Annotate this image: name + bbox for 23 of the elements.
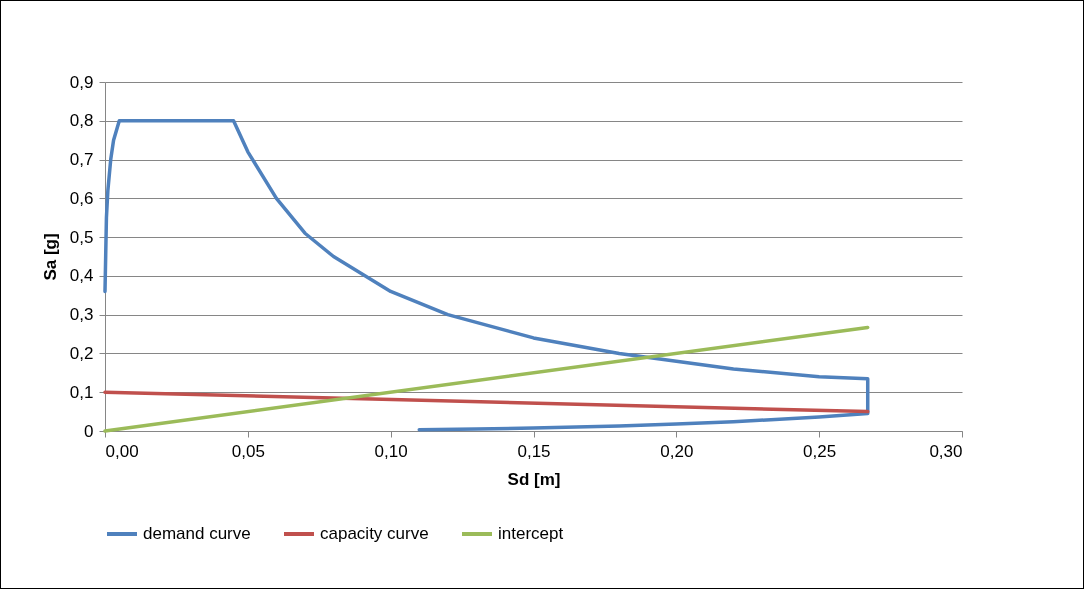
x-tick-label: 0,30 (929, 441, 963, 461)
x-tick-label: 0,05 (231, 441, 265, 461)
y-tick-label: 0,7 (69, 150, 94, 170)
y-tick-label: 0,3 (69, 305, 94, 325)
y-tick-label: 0,6 (69, 188, 94, 208)
y-tick-label: 0,1 (69, 382, 94, 402)
legend-label: intercept (498, 524, 564, 543)
x-axis-title: Sd [m] (507, 469, 561, 489)
y-tick-label: 0,5 (69, 227, 94, 247)
legend-label: demand curve (143, 524, 251, 543)
y-tick-label: 0,4 (69, 266, 94, 286)
y-tick-label: 0,9 (69, 72, 94, 92)
y-axis-title: Sa [g] (40, 233, 60, 281)
x-tick-label: 0,10 (374, 441, 408, 461)
x-tick-label: 0,15 (517, 441, 551, 461)
x-tick-label: 0,20 (660, 441, 694, 461)
line-series (103, 119, 870, 432)
x-tick-label: 0,00 (105, 441, 139, 461)
y-tick-label: 0,2 (69, 343, 94, 363)
y-tick-label: 0,8 (69, 111, 94, 131)
legend-label: capacity curve (320, 524, 429, 543)
x-tick-label: 0,25 (803, 441, 837, 461)
y-tick-label: 0 (84, 421, 94, 441)
